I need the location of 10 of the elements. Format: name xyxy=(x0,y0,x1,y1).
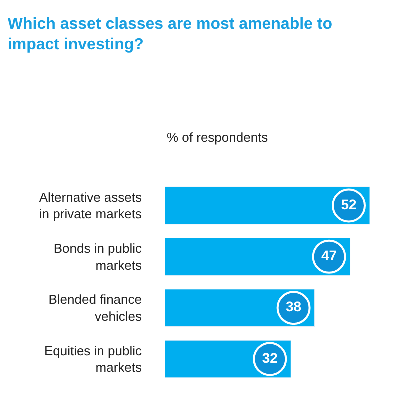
data-label: 38 xyxy=(286,298,302,315)
y-tick-label: Alternative assets in private markets xyxy=(39,190,142,222)
data-label: 47 xyxy=(322,247,338,264)
chart-title: Which asset classes are most amenable to impact investing? xyxy=(8,16,333,54)
chart-subtitle: % of respondents xyxy=(167,130,269,145)
data-label: 52 xyxy=(341,196,357,212)
data-label: 32 xyxy=(262,350,278,366)
y-tick-label: Blended finance vehicles xyxy=(48,292,142,324)
y-tick-label: Bonds in public markets xyxy=(54,241,142,273)
y-tick-label: Equities in public markets xyxy=(44,343,142,376)
